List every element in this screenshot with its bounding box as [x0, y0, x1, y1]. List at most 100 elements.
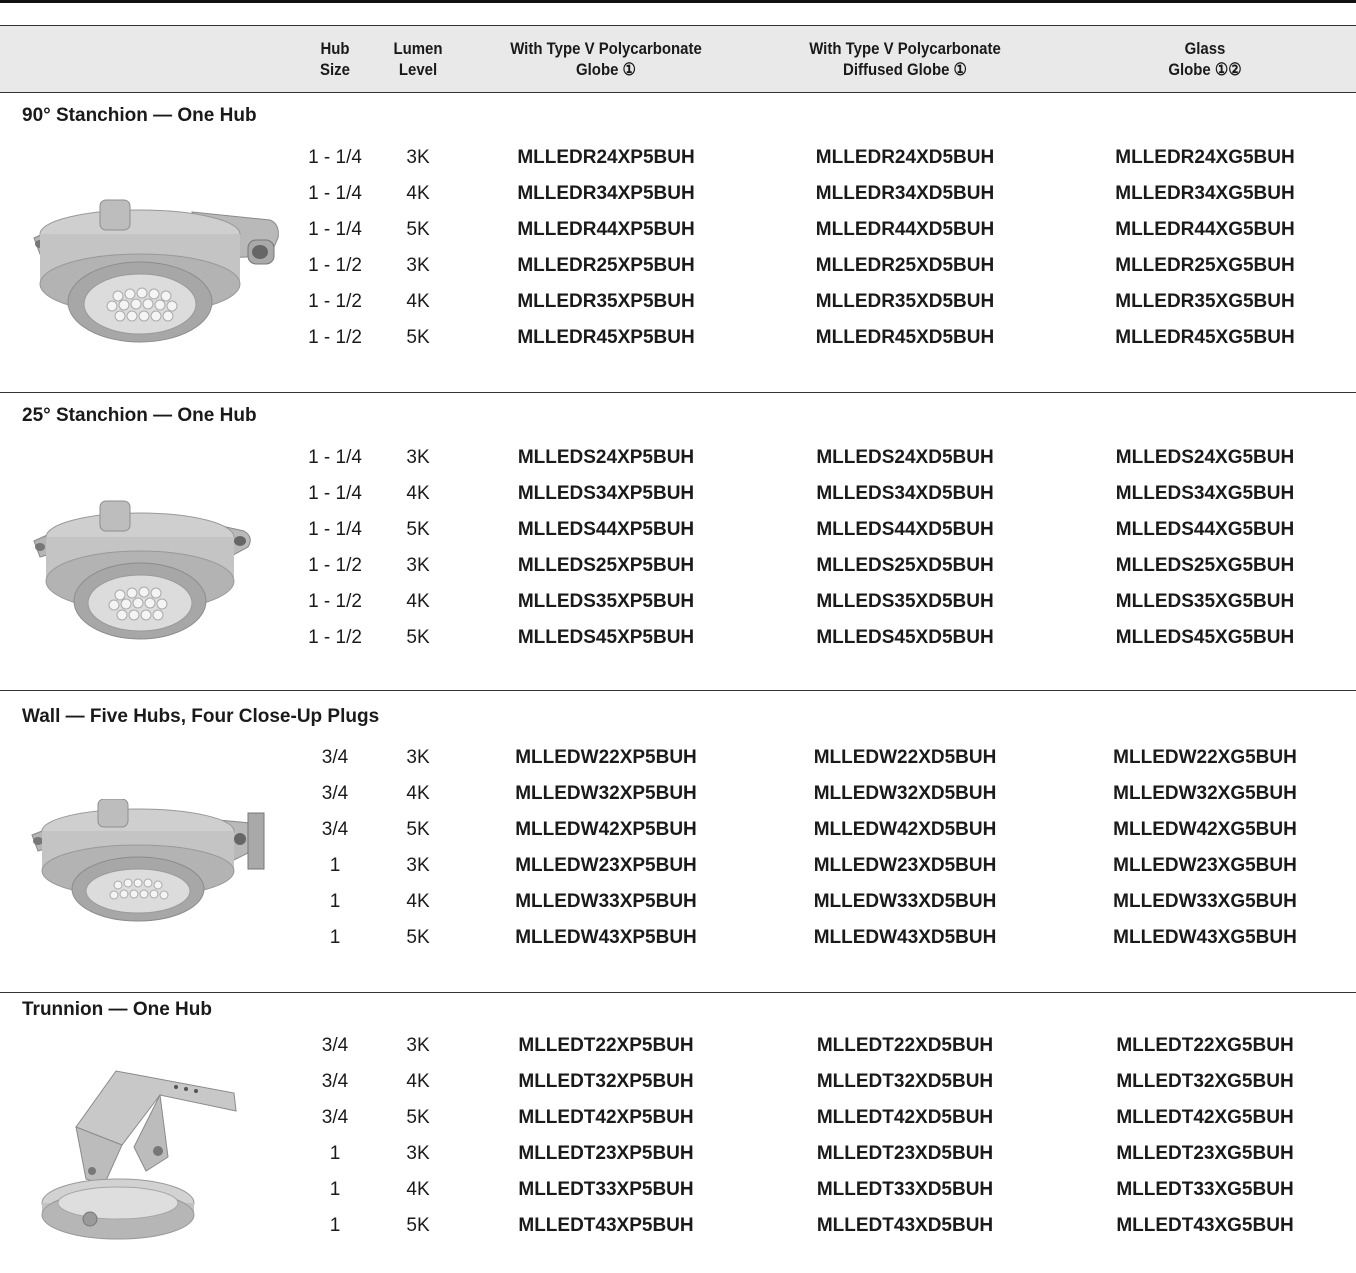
lumen-level-cell: 5K — [406, 219, 430, 240]
fixture-90-stanchion-image — [33, 199, 279, 343]
catalog-number-glass: MLLEDW23XG5BUH — [1113, 855, 1297, 876]
hub-size-cell: 1 - 1/4 — [308, 183, 362, 204]
catalog-number-diffused: MLLEDS44XD5BUH — [816, 519, 994, 540]
hub-size-cell: 1 — [329, 1215, 341, 1236]
section-title: Wall — Five Hubs, Four Close-Up Plugs — [22, 706, 380, 727]
hub-size-cell: 3/4 — [321, 783, 349, 804]
catalog-number-diffused: MLLEDR24XD5BUH — [815, 147, 995, 168]
header-polycarbonate-globe: With Type V Polycarbonate Globe ① — [510, 39, 702, 79]
catalog-number-polycarbonate: MLLEDS25XP5BUH — [517, 555, 695, 576]
catalog-number-diffused: MLLEDR25XD5BUH — [815, 255, 995, 276]
catalog-number-diffused: MLLEDS24XD5BUH — [816, 447, 994, 468]
catalog-number-diffused: MLLEDW33XD5BUH — [813, 891, 997, 912]
hub-size-cell: 1 - 1/4 — [308, 519, 362, 540]
catalog-number-glass: MLLEDW22XG5BUH — [1113, 747, 1297, 768]
table-row: 3/4 3K MLLEDW22XP5BUH MLLEDW22XD5BUH MLLEDW2… — [0, 740, 1356, 776]
catalog-number-polycarbonate: MLLEDS35XP5BUH — [517, 591, 695, 612]
header-diffused-globe: With Type V Polycarbonate Diffused Globe … — [809, 39, 1001, 79]
catalog-number-glass: MLLEDS25XG5BUH — [1115, 555, 1295, 576]
lumen-level-cell: 5K — [406, 1107, 430, 1128]
hub-size-cell: 1 - 1/4 — [308, 219, 362, 240]
catalog-number-polycarbonate: MLLEDW32XP5BUH — [515, 783, 697, 804]
catalog-number-glass: MLLEDS34XG5BUH — [1115, 483, 1295, 504]
table-row: 1 - 1/4 5K MLLEDR44XP5BUH MLLEDR44XD5BUH MLL… — [0, 212, 1356, 248]
hub-size-cell: 3/4 — [321, 819, 349, 840]
lumen-level-cell: 3K — [406, 447, 430, 468]
hub-size-cell: 1 - 1/4 — [308, 483, 362, 504]
header-lumen-level: Lumen Level — [393, 39, 443, 79]
table-row: 1 - 1/4 3K MLLEDR24XP5BUH MLLEDR24XD5BUH MLL… — [0, 140, 1356, 176]
catalog-number-polycarbonate: MLLEDT42XP5BUH — [518, 1107, 694, 1128]
catalog-number-glass: MLLEDT33XG5BUH — [1116, 1179, 1294, 1200]
catalog-number-glass: MLLEDW32XG5BUH — [1113, 783, 1297, 804]
lumen-level-cell: 5K — [406, 627, 430, 648]
section-title: 25° Stanchion — One Hub — [22, 405, 257, 426]
catalog-number-glass: MLLEDT42XG5BUH — [1116, 1107, 1294, 1128]
top-rule — [0, 0, 1356, 3]
catalog-number-diffused: MLLEDS34XD5BUH — [816, 483, 994, 504]
catalog-number-polycarbonate: MLLEDS34XP5BUH — [517, 483, 695, 504]
fixture-trunnion-image — [41, 1070, 237, 1240]
lumen-level-cell: 5K — [406, 1215, 430, 1236]
hub-size-cell: 1 - 1/2 — [308, 627, 362, 648]
section-title: 90° Stanchion — One Hub — [22, 105, 257, 126]
catalog-number-polycarbonate: MLLEDR25XP5BUH — [517, 255, 695, 276]
table-row: 1 - 1/2 5K MLLEDS45XP5BUH MLLEDS45XD5BUH MLL… — [0, 620, 1356, 656]
catalog-number-glass: MLLEDR34XG5BUH — [1115, 183, 1295, 204]
catalog-number-polycarbonate: MLLEDR45XP5BUH — [517, 327, 695, 348]
table-row: 1 - 1/2 3K MLLEDR25XP5BUH MLLEDR25XD5BUH MLL… — [0, 248, 1356, 284]
catalog-number-diffused: MLLEDW23XD5BUH — [813, 855, 997, 876]
hub-size-cell: 1 — [329, 927, 341, 948]
catalog-number-diffused: MLLEDT32XD5BUH — [816, 1071, 994, 1092]
fixture-25-stanchion-image — [33, 500, 251, 640]
section-title: Trunnion — One Hub — [22, 999, 212, 1020]
table-row: 1 - 1/2 4K MLLEDS35XP5BUH MLLEDS35XD5BUH MLL… — [0, 584, 1356, 620]
catalog-number-diffused: MLLEDS45XD5BUH — [816, 627, 994, 648]
table-row: 1 5K MLLEDT43XP5BUH MLLEDT43XD5BUH MLLEDT43X… — [0, 1208, 1356, 1244]
catalog-number-diffused: MLLEDR35XD5BUH — [815, 291, 995, 312]
catalog-number-polycarbonate: MLLEDW42XP5BUH — [515, 819, 697, 840]
section-trunnion: Trunnion — One Hub — [0, 992, 1356, 1240]
table-row: 1 3K MLLEDW23XP5BUH MLLEDW23XD5BUH MLLEDW23X… — [0, 848, 1356, 884]
hub-size-cell: 3/4 — [321, 1071, 349, 1092]
table-row: 3/4 3K MLLEDT22XP5BUH MLLEDT22XD5BUH MLLEDT2… — [0, 1028, 1356, 1064]
catalog-number-glass: MLLEDT22XG5BUH — [1116, 1035, 1294, 1056]
hub-size-cell: 1 - 1/4 — [308, 147, 362, 168]
catalog-number-diffused: MLLEDR45XD5BUH — [815, 327, 995, 348]
hub-size-cell: 3/4 — [321, 1035, 349, 1056]
catalog-number-diffused: MLLEDT42XD5BUH — [816, 1107, 994, 1128]
catalog-number-diffused: MLLEDR34XD5BUH — [815, 183, 995, 204]
fixture-wall-image — [31, 799, 265, 922]
catalog-number-diffused: MLLEDW22XD5BUH — [813, 747, 997, 768]
catalog-number-polycarbonate: MLLEDT32XP5BUH — [518, 1071, 694, 1092]
catalog-number-glass: MLLEDR24XG5BUH — [1115, 147, 1295, 168]
lumen-level-cell: 3K — [406, 747, 430, 768]
hub-size-cell: 3/4 — [321, 1107, 349, 1128]
hub-size-cell: 1 — [329, 891, 341, 912]
table-row: 1 - 1/2 5K MLLEDR45XP5BUH MLLEDR45XD5BUH MLL… — [0, 320, 1356, 356]
catalog-number-glass: MLLEDW42XG5BUH — [1113, 819, 1297, 840]
catalog-number-diffused: MLLEDT23XD5BUH — [816, 1143, 994, 1164]
catalog-number-diffused: MLLEDR44XD5BUH — [815, 219, 995, 240]
catalog-number-glass: MLLEDS45XG5BUH — [1115, 627, 1295, 648]
hub-size-cell: 1 — [329, 1143, 341, 1164]
hub-size-cell: 1 - 1/2 — [308, 327, 362, 348]
table-header: Hub Size Lumen Level With Type V Polycarbo… — [0, 25, 1356, 93]
table-row: 1 - 1/4 4K MLLEDR34XP5BUH MLLEDR34XD5BUH MLL… — [0, 176, 1356, 212]
table-row: 1 - 1/2 4K MLLEDR35XP5BUH MLLEDR35XD5BUH MLL… — [0, 284, 1356, 320]
table-row: 1 5K MLLEDW43XP5BUH MLLEDW43XD5BUH MLLEDW43X… — [0, 920, 1356, 956]
lumen-level-cell: 4K — [406, 591, 430, 612]
lumen-level-cell: 4K — [406, 783, 430, 804]
lumen-level-cell: 5K — [406, 819, 430, 840]
hub-size-cell: 1 - 1/4 — [308, 447, 362, 468]
lumen-level-cell: 4K — [406, 891, 430, 912]
table-row: 1 - 1/4 5K MLLEDS44XP5BUH MLLEDS44XD5BUH MLL… — [0, 512, 1356, 548]
catalog-number-polycarbonate: MLLEDW43XP5BUH — [515, 927, 697, 948]
lumen-level-cell: 3K — [406, 1035, 430, 1056]
catalog-number-polycarbonate: MLLEDR35XP5BUH — [517, 291, 695, 312]
table-row: 3/4 5K MLLEDT42XP5BUH MLLEDT42XD5BUH MLLEDT4… — [0, 1100, 1356, 1136]
catalog-number-glass: MLLEDS24XG5BUH — [1115, 447, 1295, 468]
hub-size-cell: 1 - 1/2 — [308, 291, 362, 312]
table-row: 3/4 4K MLLEDT32XP5BUH MLLEDT32XD5BUH MLLEDT3… — [0, 1064, 1356, 1100]
hub-size-cell: 1 - 1/2 — [308, 591, 362, 612]
